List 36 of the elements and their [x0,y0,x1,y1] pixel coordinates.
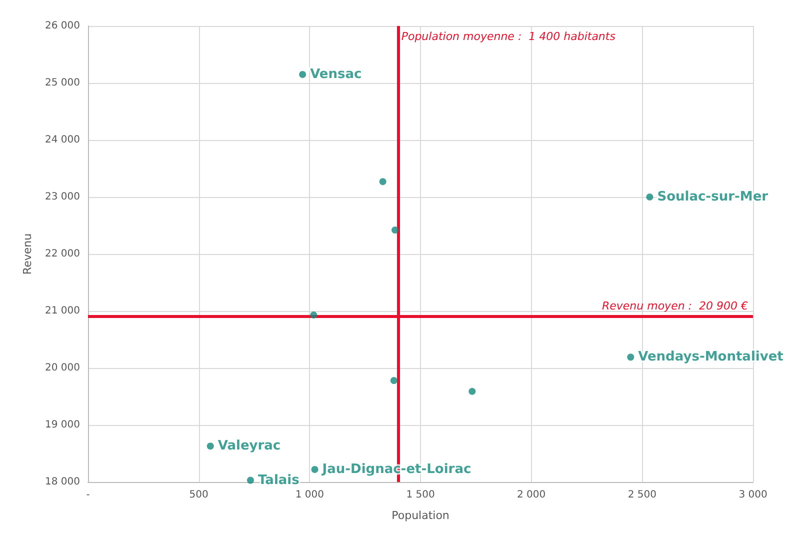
point [206,442,214,450]
point [646,194,654,200]
y-tick-label: 21 000 [45,306,80,316]
point [311,466,318,473]
point [246,476,254,484]
x-tick-label: 3 000 [738,490,768,500]
y-tick-label: 25 000 [45,78,80,88]
data-label: Soulac-sur-Mer [657,190,769,204]
y-tick-label: 18 000 [45,476,80,488]
x-tick-label: 1 500 [406,490,435,500]
y-tick-label: 26 000 [45,20,80,32]
data-label: Valeyrac [218,438,281,454]
data-label: Vensac [310,66,362,82]
y-tick-label: 20 000 [45,362,80,374]
x-tick-label: 1 000 [295,490,324,500]
x-axis-title: Population [392,509,450,522]
data-label: Vendays-Montalivet [638,350,784,365]
x-tick-label: 500 [189,490,208,500]
y-tick-label: 19 000 [45,420,80,430]
x-tick-label: 2 000 [517,490,546,500]
point [310,311,318,318]
ref-line-label: Revenu moyen : 20 900 € [602,300,748,313]
point [392,226,399,234]
point [299,70,306,78]
y-axis-title: Revenu [21,233,34,275]
point [379,178,386,186]
point [627,354,634,361]
x-tick-label: - [86,490,90,500]
x-tick-label: 2 500 [628,490,656,500]
y-tick-label: 22 000 [45,248,80,260]
point [390,377,398,384]
y-tick-label: 23 000 [45,192,80,202]
y-tick-label: 24 000 [45,134,80,146]
data-label: Talais [258,472,300,488]
ref-line-label: Population moyenne : 1 400 habitants [401,30,616,43]
point [468,388,476,395]
